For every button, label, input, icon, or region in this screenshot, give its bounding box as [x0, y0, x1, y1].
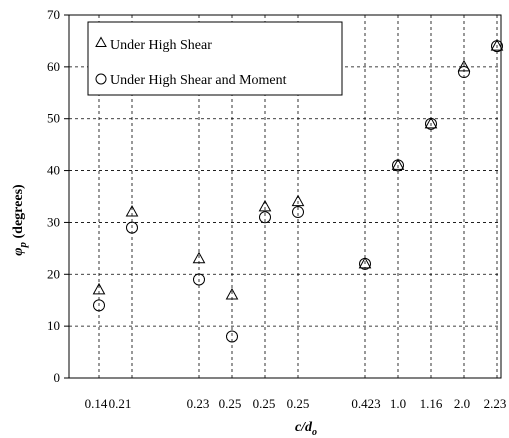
x-tick-label: 0.25 — [253, 396, 276, 411]
y-tick-label: 0 — [54, 370, 61, 385]
y-axis-title-unit: (degrees) — [11, 184, 26, 238]
y-tick-label: 50 — [47, 111, 60, 126]
svg-text:c/do: c/do — [295, 420, 317, 438]
circle-point — [259, 211, 271, 224]
x-axis-title: c/do — [295, 420, 317, 438]
y-tick-label: 70 — [47, 7, 60, 22]
circle-point — [491, 40, 503, 53]
x-axis-ticks: 0.14 0.21 0.23 0.25 0.25 0.25 0.423 1.0 1.16 2.0 2… — [85, 396, 507, 411]
triangle-point — [225, 287, 239, 300]
triangle-point — [291, 194, 305, 207]
legend-triangle-icon — [95, 36, 107, 47]
y-tick-label: 40 — [47, 163, 60, 178]
svg-text:φp (degrees): φp (degrees) — [11, 184, 29, 256]
legend-label-high-shear-moment: Under High Shear and Moment — [110, 73, 287, 88]
x-tick-label: 1.0 — [390, 396, 406, 411]
y-tick-label: 20 — [47, 266, 60, 281]
circle-point — [193, 273, 205, 286]
circle-point — [392, 159, 404, 172]
circle-point — [292, 206, 304, 219]
triangle-point — [258, 199, 272, 212]
x-tick-label: 0.21 — [109, 396, 132, 411]
circle-point — [458, 66, 470, 79]
x-tick-label: 1.16 — [420, 396, 443, 411]
x-axis-title-main: c/d — [295, 420, 313, 435]
y-axis-title-symbol: φ — [11, 247, 26, 255]
triangle-point — [391, 158, 405, 170]
x-tick-label: 0.423 — [351, 396, 380, 411]
y-tick-label: 60 — [47, 59, 60, 74]
data-points — [92, 39, 504, 343]
circle-point — [226, 330, 238, 343]
plot-area-frame — [68, 14, 502, 379]
triangle-point — [490, 39, 504, 51]
x-tick-label: 2.0 — [454, 396, 470, 411]
y-tick-label: 30 — [47, 214, 60, 229]
circle-point — [126, 221, 138, 234]
legend: Under High Shear Under High Shear and Mo… — [87, 21, 343, 96]
x-tick-label: 0.14 — [85, 396, 108, 411]
y-axis-ticks: 0 10 20 30 40 50 60 70 — [47, 7, 69, 385]
circle-point — [425, 117, 437, 130]
x-tick-label: 0.25 — [219, 396, 242, 411]
y-tick-label: 10 — [47, 318, 60, 333]
triangle-point — [125, 205, 139, 217]
legend-label-high-shear: Under High Shear — [110, 38, 212, 53]
x-tick-label: 2.23 — [484, 396, 507, 411]
y-axis-title-subscript: p — [17, 241, 29, 248]
x-axis-title-subscript: o — [312, 427, 317, 438]
circle-point — [359, 257, 371, 270]
triangle-point — [92, 282, 106, 295]
triangle-point — [192, 251, 206, 264]
circle-point — [93, 299, 105, 312]
y-axis-title: φp (degrees) — [11, 184, 29, 256]
triangle-point — [457, 59, 471, 72]
triangle-point — [358, 256, 372, 269]
x-tick-label: 0.25 — [287, 396, 310, 411]
triangle-point — [424, 116, 438, 129]
x-tick-label: 0.23 — [187, 396, 210, 411]
legend-box — [87, 21, 343, 96]
legend-circle-icon — [95, 73, 107, 85]
